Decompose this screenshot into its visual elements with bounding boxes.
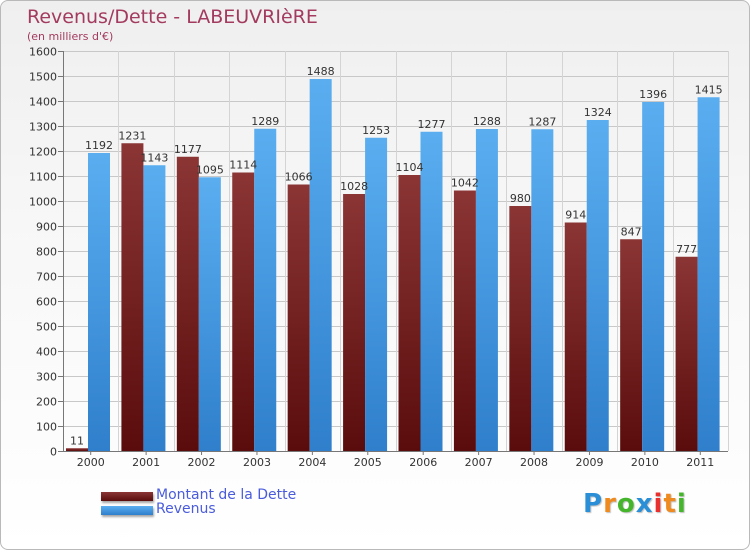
logo-letter: i <box>676 489 687 519</box>
value-label-debt: 1231 <box>118 129 146 142</box>
value-label-debt: 777 <box>676 243 697 256</box>
x-tick-label: 2004 <box>298 456 326 469</box>
bar-revenue-2006 <box>420 131 443 451</box>
y-tick-label: 1000 <box>29 196 57 209</box>
x-tick-label: 2007 <box>465 456 493 469</box>
logo-letter: r <box>603 489 617 519</box>
logo-letter: P <box>583 489 604 519</box>
legend-label-revenue: Revenus <box>156 501 216 517</box>
y-tick-label: 100 <box>36 421 57 434</box>
bar-debt-2007 <box>453 190 476 451</box>
y-tick-label: 1100 <box>29 171 57 184</box>
value-label-revenue: 1396 <box>639 88 667 101</box>
x-tick-label: 2010 <box>631 456 659 469</box>
x-tick-label: 2002 <box>188 456 216 469</box>
value-label-debt: 1028 <box>340 180 368 193</box>
x-tick-label: 2001 <box>132 456 160 469</box>
value-label-debt: 1042 <box>451 177 479 190</box>
logo-letter: i <box>653 489 664 519</box>
bar-revenue-2007 <box>475 129 498 451</box>
value-label-revenue: 1289 <box>251 115 279 128</box>
legend-swatch-revenue <box>101 506 153 515</box>
bar-revenue-2004 <box>309 79 332 451</box>
legend-label-debt: Montant de la Dette <box>156 487 297 503</box>
y-tick-label: 700 <box>36 271 57 284</box>
chart-title: Revenus/Dette - LABEUVRIèRE <box>27 6 318 28</box>
value-label-revenue: 1192 <box>85 139 113 152</box>
y-tick-label: 1600 <box>29 46 57 59</box>
x-tick-label: 2008 <box>520 456 548 469</box>
x-tick-label: 2003 <box>243 456 271 469</box>
value-label-revenue: 1488 <box>307 65 335 78</box>
y-tick-label: 0 <box>50 446 57 459</box>
value-label-revenue: 1287 <box>528 115 556 128</box>
proxiti-logo: Proxiti <box>583 489 687 519</box>
x-tick-label: 2011 <box>686 456 714 469</box>
value-label-debt: 1104 <box>396 161 424 174</box>
bar-debt-2002 <box>176 156 199 451</box>
bar-revenue-2005 <box>365 137 388 451</box>
value-label-revenue: 1288 <box>473 115 501 128</box>
y-tick-label: 1400 <box>29 96 57 109</box>
y-tick-label: 500 <box>36 321 57 334</box>
y-tick-label: 1300 <box>29 121 57 134</box>
bar-debt-2003 <box>232 172 255 451</box>
x-tick-label: 2006 <box>409 456 437 469</box>
grid-lines <box>63 51 729 452</box>
y-tick-label: 300 <box>36 371 57 384</box>
value-label-debt: 1114 <box>229 159 257 172</box>
value-label-revenue: 1143 <box>140 151 168 164</box>
chart-subtitle: (en milliers d'€) <box>27 30 114 43</box>
value-label-debt: 980 <box>510 192 531 205</box>
bar-revenue-2010 <box>642 102 665 451</box>
bar-revenue-2003 <box>254 128 277 451</box>
bar-debt-2006 <box>398 175 421 451</box>
bar-revenue-2001 <box>143 165 166 451</box>
bar-debt-2010 <box>620 239 643 451</box>
x-tick-label: 2009 <box>575 456 603 469</box>
logo-letter: o <box>616 489 636 519</box>
axes: 0 100 200 300 400 500 600 700 800 900 1000 1100 1200… <box>29 46 728 469</box>
bar-revenue-2000 <box>88 153 110 451</box>
logo-letter: t <box>663 489 677 519</box>
legend-swatch-debt <box>101 492 153 501</box>
bar-revenue-2008 <box>531 129 554 451</box>
x-tick-label: 2000 <box>77 456 105 469</box>
y-tick-label: 600 <box>36 296 57 309</box>
y-tick-label: 800 <box>36 246 57 259</box>
bar-debt-2000 <box>66 448 88 451</box>
y-tick-label: 200 <box>36 396 57 409</box>
value-label-revenue: 1095 <box>196 163 224 176</box>
value-label-revenue: 1415 <box>695 83 723 96</box>
bar-debt-2005 <box>343 194 366 451</box>
value-label-debt: 11 <box>70 434 84 447</box>
y-tick-label: 900 <box>36 221 57 234</box>
value-label-debt: 1066 <box>285 171 313 184</box>
value-label-revenue: 1277 <box>418 118 446 131</box>
x-tick-label: 2005 <box>354 456 382 469</box>
y-tick-label: 400 <box>36 346 57 359</box>
logo-letter: x <box>635 489 654 519</box>
bar-debt-2011 <box>675 256 698 451</box>
y-tick-label: 1200 <box>29 146 57 159</box>
value-label-debt: 1177 <box>174 143 202 156</box>
bar-debt-2004 <box>287 184 310 451</box>
bar-debt-2009 <box>564 222 587 451</box>
value-label-revenue: 1324 <box>584 106 612 119</box>
y-tick-label: 1500 <box>29 71 57 84</box>
value-label-debt: 847 <box>621 225 642 238</box>
bar-revenue-2009 <box>586 120 609 451</box>
bar-debt-2001 <box>121 143 144 451</box>
value-label-debt: 914 <box>565 209 586 222</box>
bars <box>66 79 720 451</box>
bar-revenue-2002 <box>198 177 221 451</box>
value-labels: 11 1231 1177 1114 1066 1028 1104 1042 980 914 847 7… <box>70 65 723 447</box>
bar-revenue-2011 <box>697 97 720 451</box>
value-label-revenue: 1253 <box>362 124 390 137</box>
bar-debt-2008 <box>509 206 532 451</box>
